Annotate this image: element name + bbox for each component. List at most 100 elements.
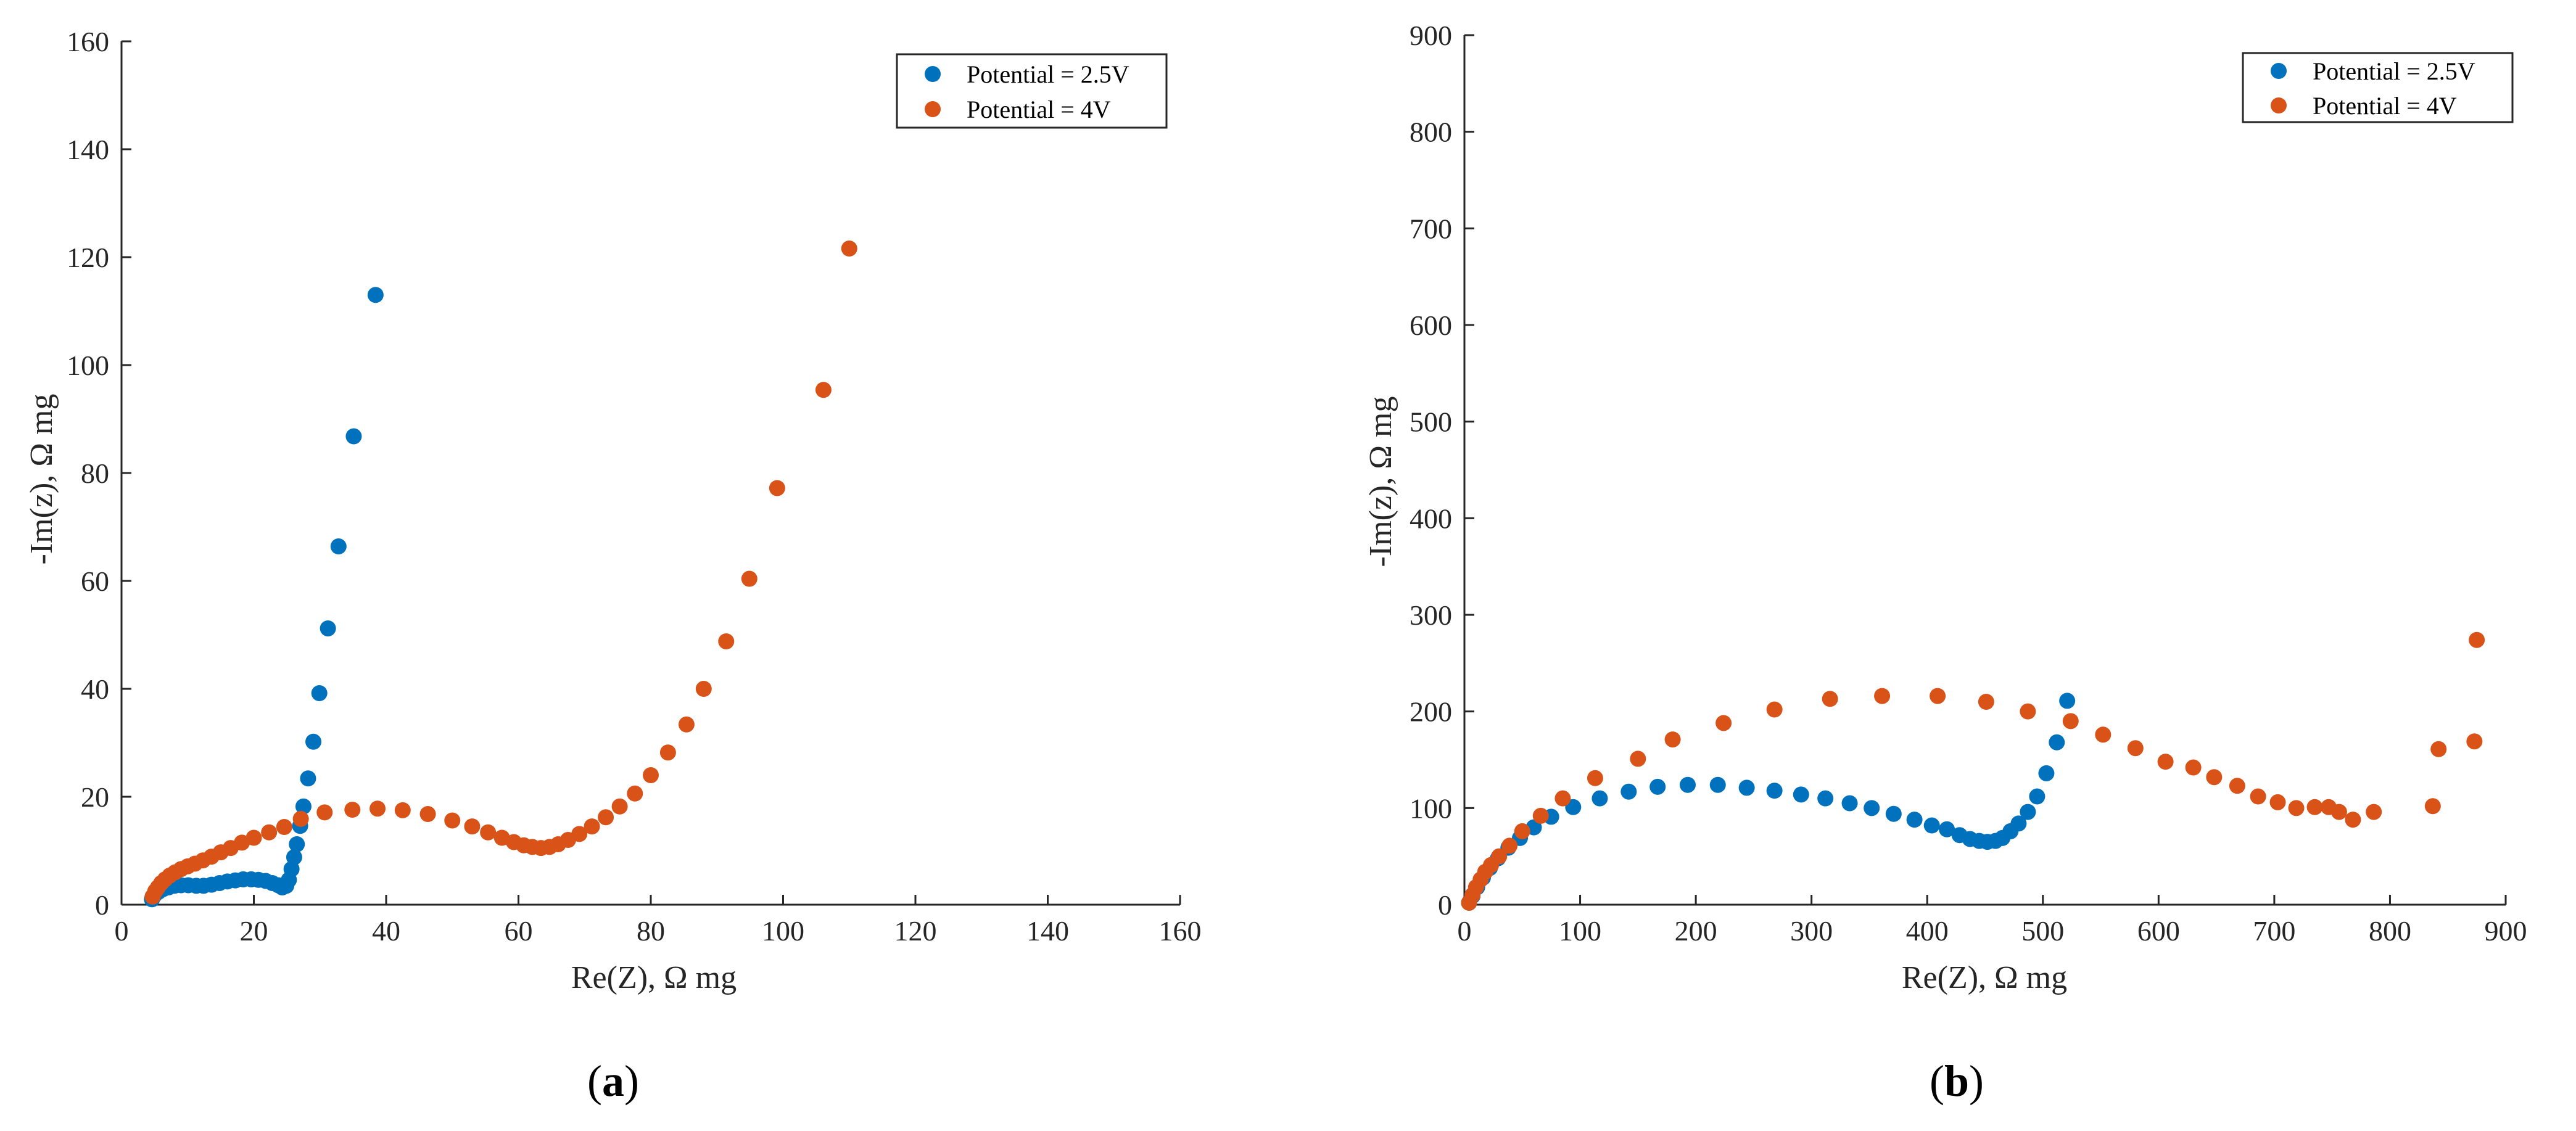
data-point-2.5v-b — [1709, 776, 1726, 793]
data-point-4v-b — [2250, 788, 2266, 805]
legend-label-2.5v-b: Potential = 2.5V — [2313, 57, 2475, 85]
data-point-4v-b — [1822, 691, 1838, 707]
legend-label-2.5v-a: Potential = 2.5V — [967, 60, 1129, 88]
marks-layer-b — [1461, 631, 2485, 911]
y-tick-label-a: 0 — [95, 889, 109, 921]
data-point-4v-b — [1532, 807, 1549, 824]
data-point-4v-b — [2020, 703, 2036, 720]
data-point-2.5v-b — [1864, 800, 1880, 816]
data-point-4v-a — [369, 800, 386, 817]
data-point-4v-a — [444, 812, 461, 829]
x-tick-label-b: 100 — [1559, 915, 1601, 947]
x-axis-label-b: Re(Z), Ω mg — [1902, 960, 2067, 995]
y-tick-label-a: 80 — [81, 458, 109, 489]
data-point-4v-a — [815, 382, 832, 398]
data-point-2.5v-b — [1841, 795, 1858, 812]
y-tick-label-b: 400 — [1410, 503, 1452, 534]
data-point-4v-b — [1766, 701, 1783, 718]
data-point-4v-a — [678, 716, 695, 733]
x-axis-label-a: Re(Z), Ω mg — [571, 960, 737, 995]
legend-marker-2.5v-a — [925, 66, 941, 82]
data-point-4v-b — [2157, 754, 2174, 770]
data-point-4v-a — [741, 570, 758, 587]
data-point-4v-b — [1978, 694, 1994, 710]
data-point-4v-a — [841, 241, 857, 257]
x-tick-label-a: 100 — [762, 915, 804, 947]
data-point-4v-b — [2127, 740, 2144, 757]
y-tick-label-a: 160 — [67, 26, 109, 57]
axes-layer-b: 0 100 200 300 400 500 600 700 800 900 0 100 200 300 40… — [1410, 20, 2527, 947]
marks-layer-a — [144, 241, 857, 908]
data-point-2.5v-b — [1906, 812, 1923, 828]
y-tick-label-b: 800 — [1410, 117, 1452, 148]
data-point-4v-b — [2288, 800, 2305, 816]
data-point-4v-a — [584, 818, 600, 835]
data-point-2.5v-b — [1620, 783, 1637, 800]
y-tick-label-a: 140 — [67, 134, 109, 165]
y-tick-label-b: 500 — [1410, 406, 1452, 438]
legend-marker-2.5v-b — [2271, 63, 2287, 79]
data-point-2.5v-b — [1766, 783, 1783, 799]
x-tick-label-b: 300 — [1790, 915, 1833, 947]
y-axis-label-a: -Im(z), Ω mg — [24, 394, 59, 565]
y-tick-label-a: 120 — [67, 242, 109, 273]
data-point-2.5v-a — [367, 287, 384, 303]
data-point-2.5v-b — [2029, 788, 2046, 805]
data-point-2.5v-a — [330, 538, 347, 554]
y-axis-label-b: -Im(z), Ω mg — [1363, 397, 1398, 567]
data-point-4v-b — [2469, 631, 2485, 648]
data-point-2.5v-a — [320, 620, 336, 636]
legend-box-b — [2242, 52, 2514, 123]
data-point-4v-a — [627, 785, 643, 802]
x-tick-label-a: 80 — [637, 915, 665, 947]
data-point-4v-b — [2366, 804, 2382, 820]
data-point-2.5v-b — [1649, 778, 1666, 795]
data-point-4v-a — [464, 818, 481, 835]
x-tick-label-b: 0 — [1458, 915, 1472, 947]
y-tick-label-b: 100 — [1410, 792, 1452, 824]
data-point-4v-b — [2185, 759, 2202, 776]
data-point-2.5v-b — [2049, 734, 2065, 751]
data-point-4v-b — [1501, 837, 1518, 854]
x-tick-label-a: 0 — [115, 915, 129, 947]
data-point-2.5v-a — [295, 798, 312, 815]
data-point-2.5v-a — [300, 770, 316, 787]
data-point-4v-a — [316, 804, 333, 821]
data-point-4v-b — [1715, 715, 1732, 731]
panel-letter-b: b — [1944, 1056, 1969, 1106]
panel-label-b: (b) — [1930, 1056, 1984, 1106]
chart-panel-b: 0 100 200 300 400 500 600 700 800 900 0 100 200 300 40… — [1363, 20, 2527, 1106]
data-point-2.5v-b — [1817, 790, 1834, 807]
data-point-4v-b — [2306, 799, 2323, 815]
data-point-4v-a — [571, 826, 588, 842]
x-tick-label-b: 800 — [2369, 915, 2411, 947]
data-point-4v-b — [1930, 688, 1946, 704]
panel-letter-a: a — [602, 1056, 624, 1106]
legend-a: Potential = 2.5V Potential = 4V — [896, 53, 1168, 129]
data-point-4v-b — [2229, 778, 2245, 794]
data-point-2.5v-b — [1738, 779, 1755, 796]
data-point-2.5v-b — [1679, 776, 1696, 793]
data-point-4v-a — [611, 798, 628, 815]
legend-box-a — [896, 53, 1168, 129]
y-tick-label-b: 300 — [1410, 599, 1452, 631]
data-point-4v-a — [246, 829, 262, 846]
data-point-2.5v-a — [289, 836, 305, 852]
x-tick-label-a: 160 — [1159, 915, 1202, 947]
data-point-4v-b — [1491, 848, 1508, 865]
data-point-2.5v-b — [2059, 693, 2076, 709]
data-point-2.5v-b — [1939, 821, 1955, 837]
data-point-2.5v-b — [1923, 817, 1940, 834]
data-point-4v-b — [1664, 731, 1681, 748]
legend-marker-4v-a — [925, 101, 941, 117]
y-tick-label-b: 0 — [1438, 889, 1452, 921]
x-tick-label-a: 120 — [894, 915, 937, 947]
legend-b: Potential = 2.5V Potential = 4V — [2242, 52, 2514, 123]
data-point-4v-b — [1874, 688, 1891, 704]
data-point-2.5v-b — [2010, 815, 2027, 832]
x-tick-label-b: 500 — [2021, 915, 2064, 947]
x-tick-label-b: 700 — [2253, 915, 2295, 947]
y-tick-label-a: 20 — [81, 781, 109, 813]
y-tick-label-b: 700 — [1410, 213, 1452, 244]
data-point-4v-a — [261, 824, 278, 841]
